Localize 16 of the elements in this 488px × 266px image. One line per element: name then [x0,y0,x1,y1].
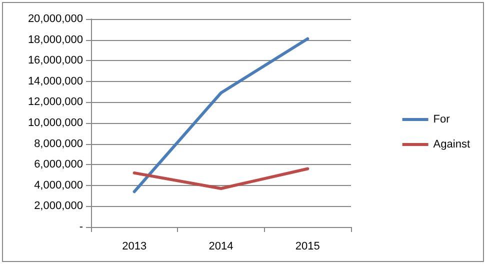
y-tick-label: 12,000,000 [28,96,83,108]
x-tick-label: 2013 [122,240,147,252]
y-tick-label: 8,000,000 [34,138,83,150]
x-tick-label: 2014 [208,240,234,252]
y-tick-label: 6,000,000 [34,158,83,171]
legend-label: Against [433,138,470,150]
y-tick-label: 20,000,000 [28,13,83,25]
x-tick-label: 2015 [295,240,320,252]
y-tick-label: 4,000,000 [34,179,83,192]
y-tick-label: 2,000,000 [34,200,83,212]
y-tick-label: - [79,221,84,233]
y-tick-label: 18,000,000 [28,34,83,46]
legend-label: For [433,114,450,126]
y-tick-label: 16,000,000 [28,54,83,67]
y-tick-label: 14,000,000 [28,75,83,88]
y-tick-label: 10,000,000 [28,117,83,129]
